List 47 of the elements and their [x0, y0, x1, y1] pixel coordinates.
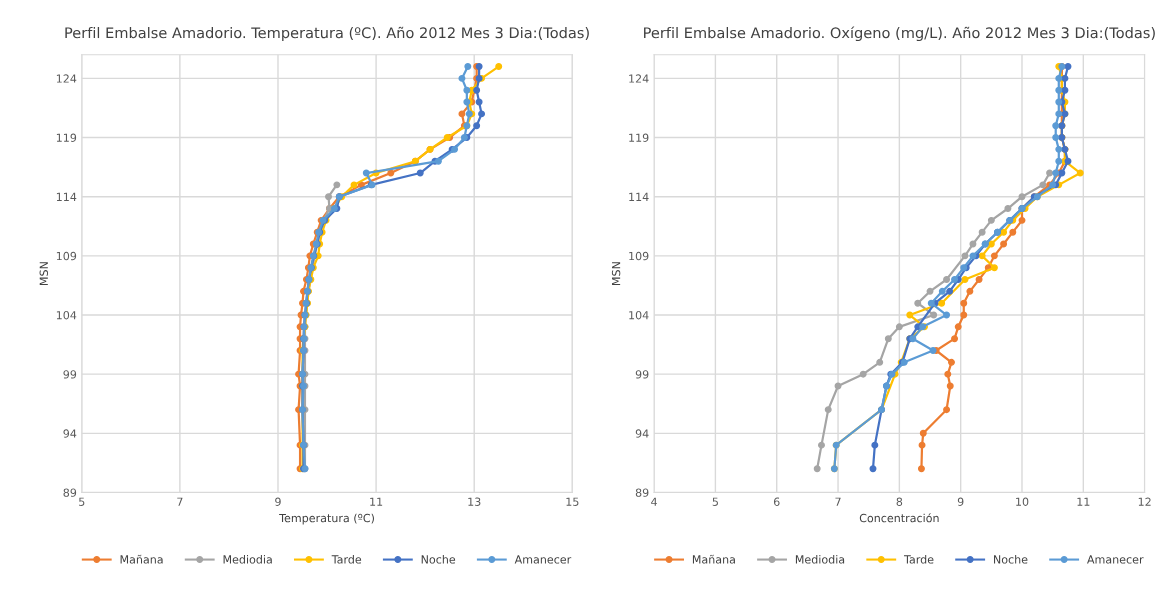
y-tick-label: 99 [635, 370, 649, 379]
y-tick-label: 114 [629, 192, 649, 201]
y-tick-label: 89 [635, 488, 649, 497]
y-axis-title: MSN [611, 262, 621, 285]
x-axis-title: Temperatura (ºC) [279, 513, 374, 525]
legend-label: Mediodia [795, 555, 845, 564]
x-tick-label: 5 [79, 497, 85, 506]
y-axis-title: MSN [39, 262, 48, 285]
y-tick-label: 104 [629, 310, 649, 320]
x-tick-label: 7 [835, 497, 841, 506]
x-tick-label: 7 [177, 497, 183, 506]
x-tick-label: 9 [957, 497, 964, 506]
y-tick-label: 119 [629, 133, 649, 142]
x-tick-label: 11 [1077, 497, 1090, 506]
chart-title: Perfil Embalse Amadorio. Temperatura (ºC). Año 2012 Mes 3 Dia:(Todas) [65, 26, 589, 42]
legend-label: Mañana [120, 554, 163, 564]
chart-title: Perfil Embalse Amadorio. Oxígeno (mg/L). Año 2012 Mes 3 Dia:(Todas) [644, 26, 1155, 42]
legend-label: Amanecer [1087, 555, 1144, 564]
x-tick-label: 5 [712, 497, 718, 506]
legend-label: Tarde [903, 555, 934, 564]
y-tick-label: 109 [56, 251, 77, 261]
x-tick-label: 15 [566, 497, 579, 506]
x-tick-label: 8 [896, 497, 903, 506]
legend-label: Amanecer [514, 555, 572, 564]
legend-label: Mediodia [223, 555, 272, 564]
y-tick-label: 119 [56, 133, 77, 142]
y-tick-label: 99 [63, 370, 77, 379]
x-tick-label: 9 [275, 497, 281, 506]
x-axis-title: Concentración [859, 513, 939, 523]
legend-label: Noche [994, 555, 1028, 564]
x-tick-label: 6 [773, 497, 780, 506]
y-tick-label: 89 [63, 488, 77, 497]
y-tick-label: 94 [635, 429, 649, 438]
legend-label: Mañana [692, 554, 735, 564]
legend-label: Tarde [331, 555, 362, 564]
y-tick-label: 114 [56, 192, 77, 201]
y-tick-label: 104 [56, 310, 77, 320]
x-tick-label: 12 [1138, 497, 1151, 506]
x-tick-label: 4 [651, 497, 657, 506]
x-tick-label: 11 [370, 497, 383, 506]
x-tick-label: 10 [1016, 497, 1029, 506]
legend-label: Noche [421, 555, 456, 564]
x-tick-label: 13 [468, 497, 481, 506]
y-tick-label: 109 [629, 251, 649, 261]
y-tick-label: 124 [629, 74, 649, 83]
y-tick-label: 94 [63, 429, 77, 438]
y-tick-label: 124 [56, 74, 77, 83]
